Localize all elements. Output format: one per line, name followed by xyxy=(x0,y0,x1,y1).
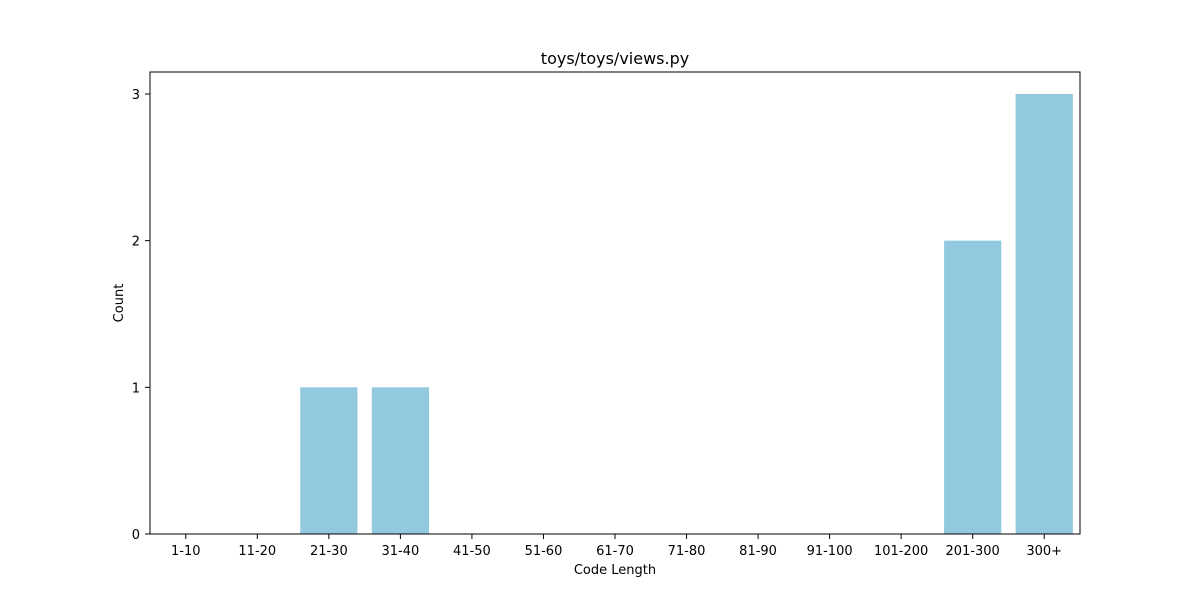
x-tick-label: 51-60 xyxy=(525,544,563,559)
x-tick-label: 41-50 xyxy=(453,544,491,559)
x-tick-label: 201-300 xyxy=(946,544,1000,559)
x-tick-label: 11-20 xyxy=(238,544,276,559)
x-tick-label: 91-100 xyxy=(807,544,853,559)
bar-21-30 xyxy=(300,387,358,534)
x-tick-label: 81-90 xyxy=(739,544,777,559)
y-axis-label: Count xyxy=(112,284,127,323)
bar-31-40 xyxy=(371,387,429,534)
bars-group xyxy=(300,94,1073,534)
x-tick-label: 61-70 xyxy=(596,544,634,559)
x-tick-label: 1-10 xyxy=(171,544,201,559)
x-axis-ticks: 1-10 11-20 21-30 31-40 41-50 51-60 61-70 71-80 8… xyxy=(171,534,1062,559)
y-tick-label: 0 xyxy=(132,528,140,543)
y-tick-label: 3 xyxy=(132,88,140,103)
y-axis-ticks: 0 1 2 3 xyxy=(132,88,150,543)
chart-title: toys/toys/views.py xyxy=(541,49,689,68)
x-tick-label: 71-80 xyxy=(668,544,706,559)
bar-201-300 xyxy=(944,240,1002,534)
bar-300+ xyxy=(1015,94,1073,534)
x-tick-label: 31-40 xyxy=(381,544,419,559)
x-tick-label: 101-200 xyxy=(874,544,928,559)
y-tick-label: 2 xyxy=(132,235,140,250)
y-tick-label: 1 xyxy=(132,381,140,396)
x-tick-label: 300+ xyxy=(1026,544,1062,559)
plot-area-frame xyxy=(149,71,1081,535)
x-axis-label: Code Length xyxy=(574,563,656,578)
x-tick-label: 21-30 xyxy=(310,544,348,559)
